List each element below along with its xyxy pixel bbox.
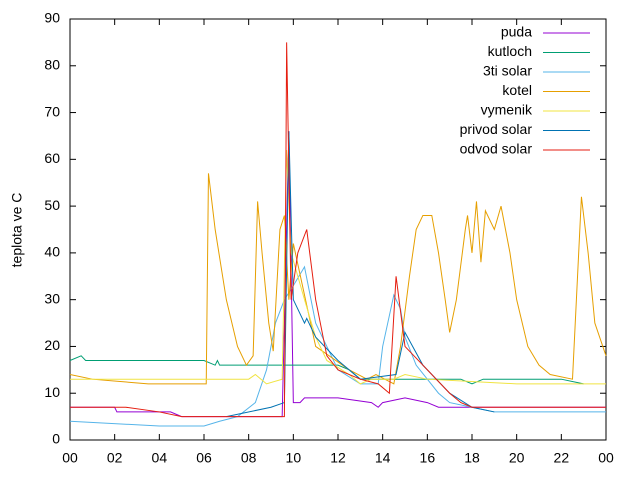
y-tick-label: 20: [44, 337, 60, 353]
x-tick-label: 12: [330, 450, 346, 466]
legend-label: odvod solar: [460, 141, 533, 157]
y-tick-label: 40: [44, 244, 60, 260]
legend-label: vymenik: [481, 102, 533, 118]
series-line: [69, 173, 607, 385]
series-line: [70, 42, 606, 418]
y-tick-label: 90: [44, 10, 60, 26]
x-tick-label: 16: [420, 450, 436, 466]
series-line: [226, 131, 495, 418]
y-tick-label: 60: [44, 150, 60, 166]
x-tick-label: 06: [196, 450, 212, 466]
series-line: [69, 265, 606, 427]
x-tick-label: 20: [509, 450, 525, 466]
y-tick-label: 70: [44, 103, 60, 119]
x-tick-label: 18: [464, 450, 480, 466]
x-tick-label: 00: [62, 450, 78, 466]
y-tick-label: 50: [44, 197, 60, 213]
y-tick-label: 30: [44, 290, 60, 306]
series-line: [70, 149, 606, 385]
legend-label: privod solar: [460, 121, 533, 137]
x-tick-label: 10: [286, 450, 302, 466]
legend-label: 3ti solar: [483, 63, 532, 79]
y-tick-label: 80: [44, 56, 60, 72]
legend-label: puda: [501, 24, 532, 40]
x-tick-label: 00: [598, 450, 614, 466]
x-tick-label: 08: [241, 450, 257, 466]
x-tick-label: 22: [554, 450, 570, 466]
x-tick-label: 14: [375, 450, 391, 466]
y-tick-label: 0: [52, 431, 60, 447]
legend-label: kutloch: [488, 43, 532, 59]
series-line: [69, 355, 584, 385]
legend-label: kotel: [502, 82, 532, 98]
x-tick-label: 02: [107, 450, 123, 466]
y-axis-label: teplota ve C: [9, 193, 25, 268]
series-line: [70, 131, 606, 418]
y-tick-label: 10: [44, 384, 60, 400]
x-tick-label: 04: [152, 450, 168, 466]
